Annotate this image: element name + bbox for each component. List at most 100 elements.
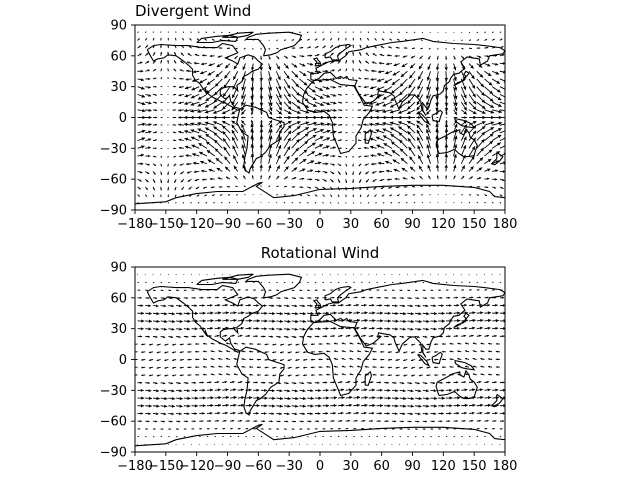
wind-vector-head [346,124,348,126]
wind-vector [283,109,292,115]
wind-vector [230,318,237,323]
wind-vector [137,319,145,323]
wind-vector [160,202,162,204]
wind-vector-head [324,179,327,182]
wind-vector [453,120,458,126]
wind-vector-head [242,164,246,169]
wind-vector [275,71,281,81]
wind-vector-head [268,164,272,169]
wind-vector-head [287,351,290,354]
wind-vector-head [194,327,198,331]
wind-vector [206,419,212,423]
wind-vector [468,109,477,115]
wind-vector-head [153,188,155,191]
wind-vector-head [141,137,146,141]
wind-vector-dot [252,194,254,196]
wind-vector [283,289,287,292]
wind-vector [245,289,249,291]
wind-vector [322,162,329,166]
wind-vector [283,436,286,438]
wind-vector [314,201,317,204]
wind-vector [276,289,280,291]
wind-vector-head [309,296,312,300]
wind-vector [276,412,282,416]
wind-vector-head [160,44,162,47]
wind-vector-head [436,57,439,60]
wind-vector-head [155,109,158,112]
wind-vector [378,170,385,174]
wind-vector-head [205,97,210,102]
wind-vector [204,115,215,120]
wind-vector-head [293,428,295,430]
wind-vector-head [435,123,439,128]
wind-vector [260,319,268,323]
wind-vector-head [427,164,431,169]
wind-vector [160,77,163,80]
wind-vector-head [305,121,310,125]
wind-vector-head [160,31,162,33]
wind-vector [425,129,431,141]
wind-vector-head [241,154,246,158]
wind-vector [314,170,321,173]
wind-vector [203,186,208,189]
wind-vector-head [139,61,143,65]
wind-vector-head [203,46,206,49]
wind-vector-head [260,185,262,187]
wind-vector [382,93,393,100]
wind-vector-head [253,436,255,437]
wind-vector [229,380,235,384]
wind-vector-head [444,96,449,100]
wind-vector [287,343,292,346]
wind-vector-head [210,396,214,400]
wind-vector-head [295,374,298,377]
wind-vector [279,374,285,377]
wind-vector-head [229,32,230,33]
wind-vector-head [173,156,175,158]
wind-vector [299,312,306,316]
wind-vector-head [243,57,246,60]
wind-vector-head [303,351,306,354]
wind-vector-head [246,282,247,283]
wind-vector [260,388,267,392]
wind-vector-head [154,289,156,291]
wind-vector [152,412,159,416]
wind-vector [329,31,332,33]
wind-vector [417,71,424,80]
wind-vector-head [339,85,342,88]
wind-vector [224,63,231,69]
wind-vector [363,85,369,89]
wind-vector-head [171,389,175,393]
wind-vector [416,109,424,115]
wind-vector-head [264,327,267,331]
wind-vector [144,52,149,57]
wind-vector [453,71,457,81]
wind-vector [205,86,215,94]
wind-vector-head [500,31,502,33]
wind-vector-head [249,342,252,345]
wind-vector-head [269,128,273,133]
wind-vector [244,39,246,41]
wind-vector [283,281,286,284]
wind-vector [283,55,289,59]
wind-vector-head [140,327,144,331]
wind-vector-head [241,135,245,140]
wind-vector-head [164,374,167,377]
wind-vector-head [181,45,184,47]
wind-vector-head [255,381,258,384]
wind-vector-head [218,357,221,360]
wind-vector [213,132,223,141]
wind-vector [144,274,146,276]
wind-vector [322,137,331,142]
wind-vector-head [145,436,147,437]
wind-vector-head [162,297,165,300]
wind-vector-dot [237,443,239,445]
wind-vector [160,436,163,438]
wind-vector-head [454,48,455,50]
wind-vector [214,296,219,299]
wind-vector [291,404,299,408]
wind-vector-head [169,289,172,292]
wind-vector-head [485,39,487,41]
wind-vector-dot [191,274,192,276]
wind-vector [299,168,306,172]
wind-vector-head [384,79,388,84]
